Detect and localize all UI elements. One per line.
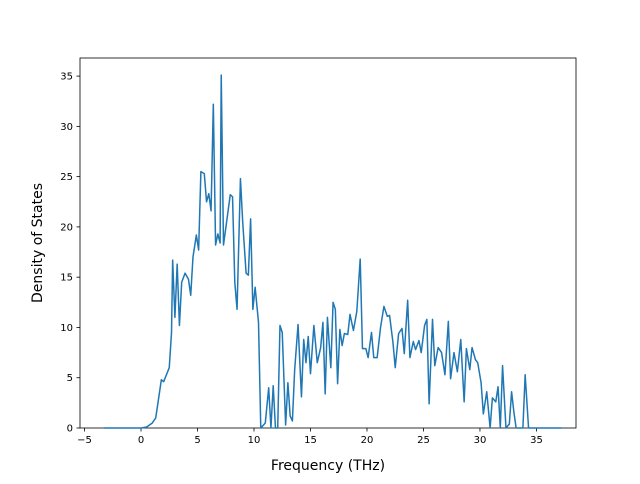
- y-axis-label: Density of States: [30, 183, 46, 303]
- x-tick-label: 30: [474, 435, 487, 446]
- y-tick-label: 25: [60, 172, 73, 183]
- x-tick-label: 0: [138, 435, 144, 446]
- y-tick-label: 10: [60, 323, 73, 334]
- x-tick-label: 15: [304, 435, 317, 446]
- x-tick-label: 20: [361, 435, 374, 446]
- y-tick-label: 35: [60, 72, 73, 83]
- y-tick-label: 20: [60, 222, 73, 233]
- y-tick-label: 0: [67, 424, 73, 435]
- axes-frame: [79, 57, 577, 429]
- x-tick-label: 10: [248, 435, 261, 446]
- y-tick-label: 15: [60, 273, 73, 284]
- x-tick-label: 5: [194, 435, 200, 446]
- x-tick-label: −5: [77, 435, 92, 446]
- x-tick-label: 25: [417, 435, 430, 446]
- x-axis-label: Frequency (THz): [271, 458, 385, 474]
- data-line: [103, 74, 562, 429]
- y-tick-label: 5: [67, 373, 73, 384]
- x-tick-label: 35: [530, 435, 543, 446]
- y-tick-label: 30: [60, 122, 73, 133]
